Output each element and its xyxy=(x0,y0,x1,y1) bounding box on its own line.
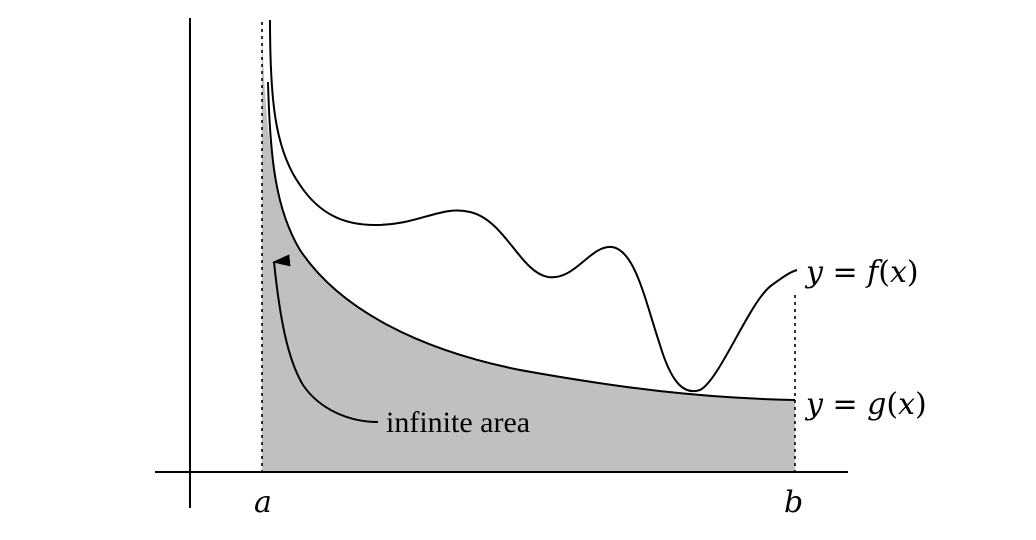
x-tick-label-b: b xyxy=(784,485,803,520)
curve-f xyxy=(269,19,798,393)
infinite-area-label: infinite area xyxy=(386,406,530,439)
shaded-infinite-area xyxy=(262,32,795,472)
x-tick-label-a: a xyxy=(254,485,272,520)
annotation-arrow xyxy=(272,254,379,423)
curve-g-label: y = g(x) xyxy=(804,387,927,422)
curve-g xyxy=(267,81,796,401)
curve-f-label: y = f(x) xyxy=(804,255,919,290)
